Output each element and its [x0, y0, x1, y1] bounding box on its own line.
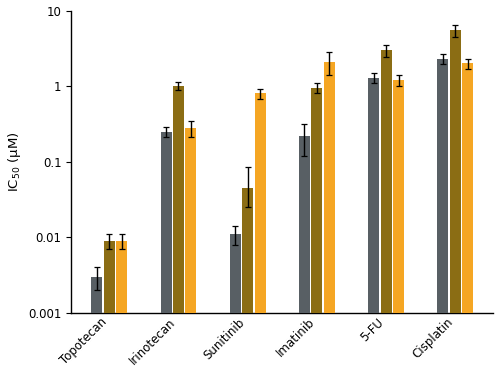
Bar	[438, 59, 449, 373]
Y-axis label: IC$_{50}$ (μM): IC$_{50}$ (μM)	[5, 131, 22, 192]
Bar	[173, 86, 184, 373]
Bar	[230, 234, 241, 373]
Bar	[324, 62, 335, 373]
Bar	[242, 188, 253, 373]
Bar	[450, 30, 461, 373]
Bar	[116, 241, 127, 373]
Bar	[91, 277, 102, 373]
Bar	[299, 136, 310, 373]
Bar	[311, 88, 322, 373]
Bar	[186, 128, 197, 373]
Bar	[393, 80, 404, 373]
Bar	[381, 50, 392, 373]
Bar	[161, 132, 172, 373]
Bar	[254, 94, 265, 373]
Bar	[368, 78, 379, 373]
Bar	[463, 63, 474, 373]
Bar	[104, 241, 115, 373]
